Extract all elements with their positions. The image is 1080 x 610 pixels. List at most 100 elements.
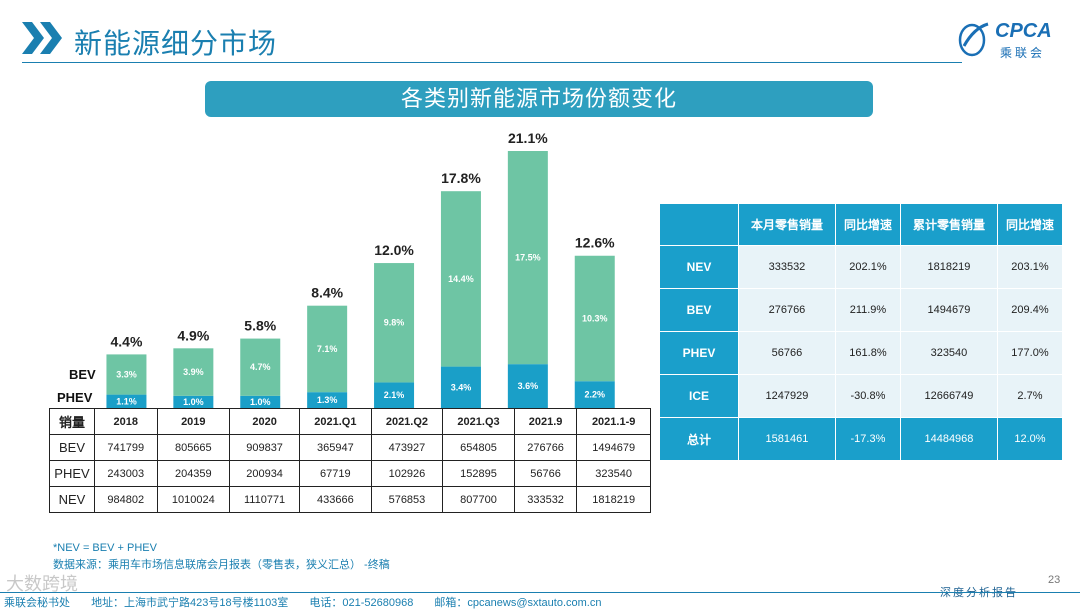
table-row: PHEV 243003 204359 200934 67719 102926 1… — [49, 460, 651, 487]
table-cell: 211.9% — [834, 288, 901, 332]
sales-volume-table: 销量 2018 2019 2020 2021.Q1 2021.Q2 2021.Q… — [49, 408, 651, 513]
table-cell: 1818219 — [576, 486, 651, 513]
table-header-row: 销量 2018 2019 2020 2021.Q1 2021.Q2 2021.Q… — [49, 408, 651, 435]
row-label: BEV — [49, 434, 95, 461]
table-corner-label: 销量 — [49, 408, 95, 435]
data-label-bev: 9.8% — [384, 318, 405, 328]
table-cell: 333532 — [738, 245, 836, 289]
column-header: 2021.1-9 — [576, 408, 651, 435]
formula-note: *NEV = BEV + PHEV — [53, 542, 157, 554]
row-label: 总计 — [659, 417, 739, 461]
bar-bev-2019 — [173, 348, 214, 396]
cpca-logo-icon — [958, 22, 989, 57]
table-cell: 2.7% — [996, 374, 1064, 418]
table-cell: 1010024 — [156, 486, 231, 513]
table-cell: 323540 — [576, 460, 651, 487]
footer-address: 地址：上海市武宁路423号18号楼1103室 — [91, 597, 289, 609]
table-row: BEV 741799 805665 909837 365947 473927 6… — [49, 434, 651, 461]
data-label-bev: 7.1% — [317, 344, 338, 354]
data-label-phev: 2.1% — [384, 390, 405, 400]
data-label-bev: 10.3% — [582, 313, 608, 323]
data-label-bev: 14.4% — [448, 274, 474, 284]
data-label-phev: 3.4% — [451, 382, 472, 392]
column-header: 本月零售销量 — [738, 203, 836, 246]
logo-text: CPCA — [995, 20, 1052, 42]
table-cell: 14484968 — [899, 417, 998, 461]
table-cell: 807700 — [442, 486, 515, 513]
data-label-total: 4.4% — [110, 333, 142, 349]
row-label: BEV — [659, 288, 739, 332]
table-cell: 56766 — [513, 460, 578, 487]
table-cell: 202.1% — [834, 245, 901, 289]
table-row: NEV 333532 202.1% 1818219 203.1% — [659, 245, 1064, 289]
table-cell: 102926 — [370, 460, 444, 487]
summary-total-row: 总计 1581461 -17.3% 14484968 12.0% — [659, 417, 1064, 461]
row-label: ICE — [659, 374, 739, 418]
column-header: 2018 — [94, 408, 158, 435]
row-label: NEV — [659, 245, 739, 289]
table-cell: 576853 — [370, 486, 444, 513]
table-cell: 1110771 — [229, 486, 301, 513]
summary-header-blank — [659, 203, 739, 246]
data-label-total: 12.0% — [374, 242, 414, 258]
bar-bev-2021.Q2 — [374, 263, 415, 383]
table-cell: 204359 — [156, 460, 231, 487]
bar-phev-2021.9 — [507, 364, 548, 408]
page-title: 新能源细分市场 — [74, 28, 278, 59]
table-cell: 209.4% — [996, 288, 1064, 332]
bar-bev-2018 — [106, 354, 147, 395]
column-header: 2021.Q1 — [299, 408, 372, 435]
data-label-phev: 1.0% — [250, 397, 271, 407]
table-cell: 1247929 — [738, 374, 836, 418]
bar-phev-2020 — [240, 395, 281, 408]
footer-divider — [0, 592, 1080, 593]
data-label-bev: 3.3% — [116, 370, 137, 380]
table-cell: 1494679 — [576, 434, 651, 461]
bar-bev-2021.9 — [507, 151, 548, 365]
bar-phev-2021.Q3 — [440, 366, 481, 408]
column-header: 累计零售销量 — [899, 203, 998, 246]
report-tag: 深度分析报告 — [940, 587, 1018, 599]
logo-subtitle: 乘联会 — [1000, 46, 1046, 60]
data-label-bev: 3.9% — [183, 367, 204, 377]
chevron-right-icon — [22, 22, 62, 54]
table-cell: 243003 — [94, 460, 158, 487]
table-cell: 909837 — [229, 434, 301, 461]
column-header: 2021.9 — [513, 408, 578, 435]
summary-header-row: 本月零售销量 同比增速 累计零售销量 同比增速 — [659, 203, 1064, 246]
source-note: 数据来源：乘用车市场信息联席会月报表（零售表，狭义汇总） -终稿 — [53, 559, 390, 571]
row-label: NEV — [49, 486, 95, 513]
table-cell: 805665 — [156, 434, 231, 461]
bar-bev-2021.Q1 — [307, 305, 348, 393]
bar-phev-2021.Q2 — [374, 382, 415, 408]
column-header: 2020 — [229, 408, 301, 435]
data-label-bev: 4.7% — [250, 362, 271, 372]
footer-email: 邮箱：cpcanews@sxtauto.com.cn — [434, 597, 602, 609]
table-cell: -30.8% — [834, 374, 901, 418]
table-cell: 12.0% — [996, 417, 1064, 461]
table-cell: 984802 — [94, 486, 158, 513]
summary-table: 本月零售销量 同比增速 累计零售销量 同比增速 NEV 333532 202.1… — [659, 203, 1064, 461]
bar-bev-2020 — [240, 338, 281, 396]
bar-phev-2019 — [173, 395, 214, 408]
table-cell: 741799 — [94, 434, 158, 461]
table-cell: -17.3% — [834, 417, 901, 461]
data-label-total: 4.9% — [177, 327, 209, 343]
bar-phev-2021.Q1 — [307, 392, 348, 408]
bar-bev-2021.1-9 — [574, 255, 615, 382]
table-cell: 333532 — [513, 486, 578, 513]
data-label-total: 17.8% — [441, 170, 481, 186]
table-cell: 1494679 — [899, 288, 998, 332]
column-header: 同比增速 — [996, 203, 1064, 246]
table-cell: 177.0% — [996, 331, 1064, 375]
row-label: PHEV — [659, 331, 739, 375]
table-cell: 473927 — [370, 434, 444, 461]
data-label-phev: 1.3% — [317, 395, 338, 405]
table-cell: 654805 — [442, 434, 515, 461]
row-label: PHEV — [49, 460, 95, 487]
legend-phev: PHEV — [57, 390, 93, 405]
bar-bev-2021.Q3 — [440, 191, 481, 367]
stacked-bar-chart: 1.1% 3.3% 4.4% 1.0% 3.9% 4.9% 1.0% 4.7% 5.8% 1.3%… — [106, 130, 615, 408]
table-cell: 161.8% — [834, 331, 901, 375]
table-row: NEV 984802 1010024 1110771 433666 576853… — [49, 486, 651, 513]
